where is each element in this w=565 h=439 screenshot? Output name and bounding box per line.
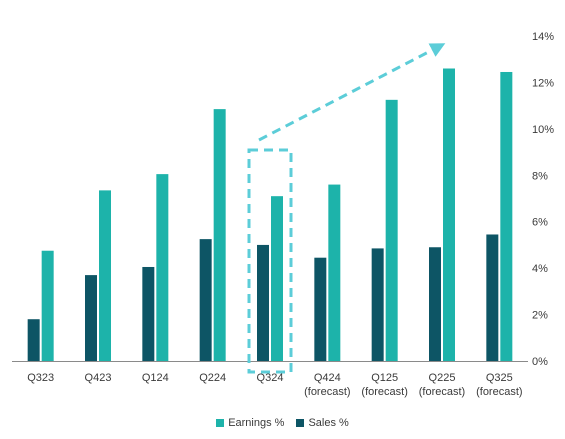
bar-sales: [486, 234, 499, 361]
y-tick-label: 6%: [532, 217, 548, 229]
trend-arrow: [258, 43, 446, 142]
x-tick-label: Q325 (forecast): [476, 372, 522, 398]
x-tick-label: Q225 (forecast): [419, 372, 465, 398]
x-tick-label: Q124: [142, 372, 169, 384]
bar-earnings: [385, 99, 398, 361]
x-tick-label: Q224: [199, 372, 226, 384]
bar-sales: [371, 248, 384, 361]
y-tick-label: 12%: [532, 77, 554, 89]
bar-earnings: [500, 71, 513, 361]
bar-earnings: [443, 68, 455, 361]
bar-earnings: [213, 109, 226, 361]
bar-sales: [199, 239, 212, 361]
bar-earnings: [328, 184, 341, 361]
x-tick-label: Q324: [257, 372, 284, 384]
highlight-box: [247, 148, 293, 374]
y-tick-label: 10%: [532, 124, 554, 136]
x-tick-label: Q423: [85, 372, 112, 384]
legend-label-earnings: Earnings %: [228, 417, 285, 429]
y-tick-label: 0%: [532, 356, 548, 368]
bar-sales: [27, 319, 40, 361]
legend-swatch-earnings: [216, 419, 225, 427]
legend-item-earnings: Earnings %: [216, 417, 284, 429]
bar-earnings: [156, 174, 169, 361]
x-tick-label: Q125 (forecast): [361, 372, 407, 398]
legend-item-sales: Sales %: [296, 417, 349, 429]
bar-sales: [85, 275, 97, 361]
x-tick-label: Q323: [27, 372, 54, 384]
x-tick-label: Q424 (forecast): [304, 372, 350, 398]
bar-sales: [429, 247, 441, 361]
bar-sales: [314, 257, 327, 361]
y-tick-label: 4%: [532, 263, 548, 275]
y-tick-label: 2%: [532, 310, 548, 322]
legend-label-sales: Sales %: [308, 417, 349, 429]
bar-earnings: [41, 250, 54, 361]
y-tick-label: 8%: [532, 170, 548, 182]
bar-sales: [142, 266, 155, 361]
bar-earnings: [271, 196, 283, 361]
legend-swatch-sales: [296, 419, 305, 427]
chart-legend: Earnings % Sales %: [0, 417, 565, 429]
bar-sales: [257, 244, 269, 361]
y-tick-label: 14%: [532, 31, 554, 43]
bar-earnings: [99, 190, 111, 361]
